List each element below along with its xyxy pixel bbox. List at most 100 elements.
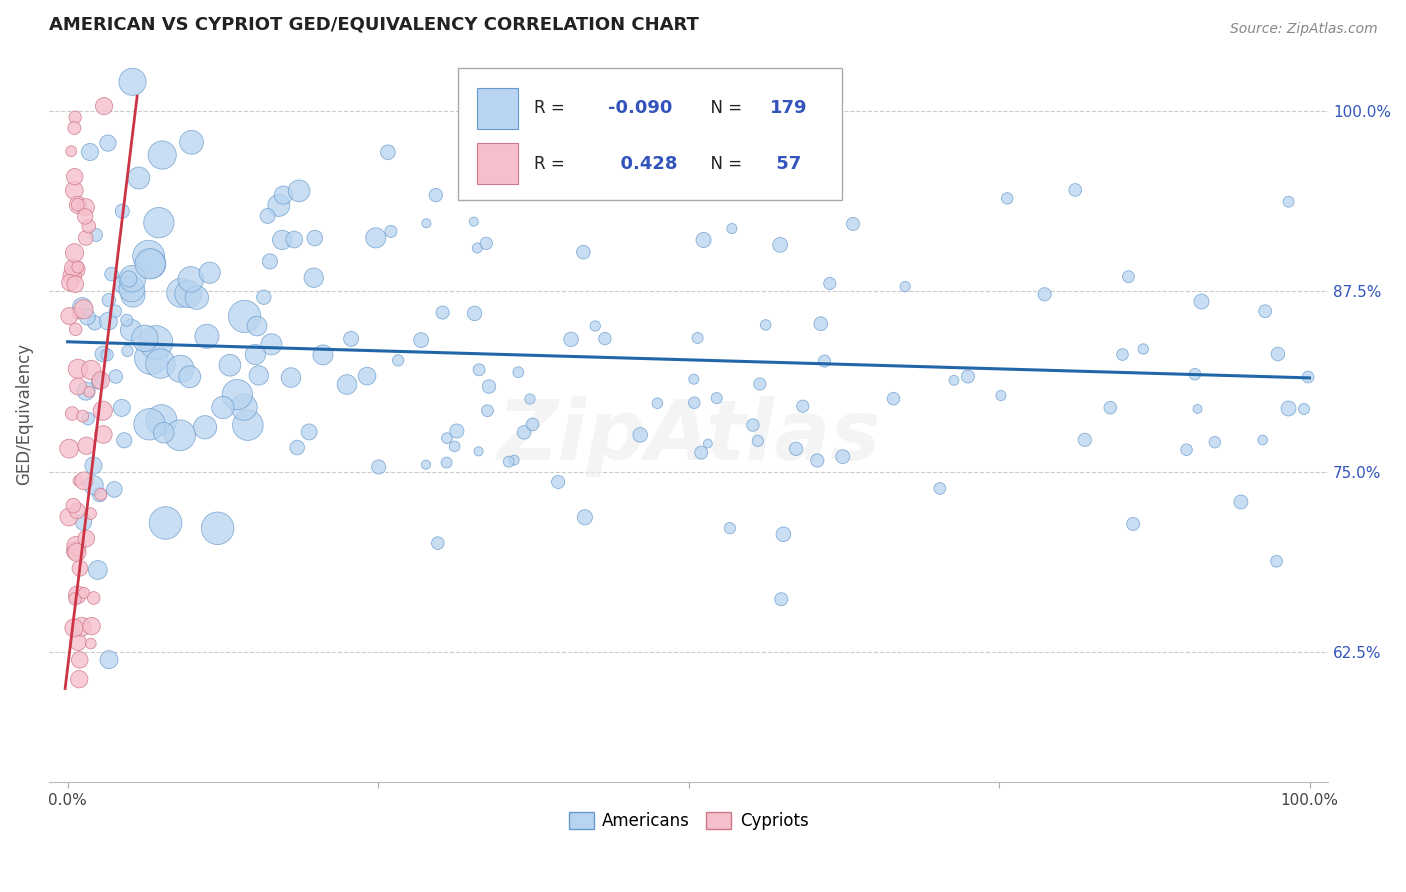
Point — [1187, 401, 1209, 416]
Point — [104, 369, 127, 384]
Point — [120, 323, 142, 337]
Point — [195, 329, 218, 343]
Point — [65, 544, 87, 558]
Point — [464, 306, 486, 320]
Point — [477, 403, 499, 417]
Point — [83, 591, 105, 605]
Point — [148, 216, 170, 230]
Point — [72, 409, 94, 424]
Point — [90, 487, 112, 501]
Point — [66, 260, 89, 274]
Point — [628, 428, 651, 442]
Point — [1191, 294, 1213, 309]
Point — [682, 372, 704, 386]
Point — [77, 219, 100, 233]
Point — [831, 450, 853, 464]
Point — [928, 482, 950, 496]
Point — [340, 332, 363, 346]
Point — [118, 272, 141, 286]
Point — [134, 331, 156, 345]
Point — [80, 363, 103, 377]
Point — [683, 395, 706, 409]
Point — [647, 396, 669, 410]
Point — [467, 241, 489, 255]
Point — [425, 188, 447, 202]
Point — [1118, 269, 1140, 284]
Point — [150, 413, 173, 427]
Point — [67, 474, 90, 488]
Point — [367, 460, 389, 475]
Point — [80, 636, 103, 650]
Point — [770, 592, 793, 607]
Point — [76, 310, 98, 324]
Point — [83, 478, 105, 492]
Point — [1230, 495, 1253, 509]
Point — [259, 254, 281, 268]
Point — [97, 136, 120, 150]
Point — [90, 373, 112, 387]
Point — [66, 198, 89, 212]
Point — [1111, 347, 1133, 361]
Point — [100, 267, 122, 281]
Point — [97, 314, 120, 328]
Point — [785, 442, 807, 456]
Point — [468, 363, 491, 377]
Point — [180, 272, 202, 286]
Point — [121, 282, 143, 296]
Point — [1277, 194, 1299, 209]
Point — [377, 145, 399, 160]
Y-axis label: GED/Equivalency: GED/Equivalency — [15, 343, 32, 485]
Point — [69, 653, 91, 667]
Point — [179, 369, 201, 384]
Point — [503, 453, 526, 467]
Text: 57: 57 — [770, 154, 801, 172]
Point — [387, 353, 409, 368]
Point — [111, 277, 134, 292]
Point — [475, 236, 498, 251]
Point — [1265, 554, 1288, 568]
Point — [253, 290, 276, 304]
Point — [522, 417, 544, 432]
Point — [463, 215, 485, 229]
Point — [818, 277, 841, 291]
Point — [70, 301, 93, 315]
Legend: Americans, Cypriots: Americans, Cypriots — [562, 805, 815, 837]
Point — [706, 391, 728, 405]
Point — [246, 318, 269, 333]
Point — [83, 316, 105, 330]
Point — [75, 384, 97, 398]
Point — [111, 401, 134, 415]
Point — [498, 455, 520, 469]
Point — [256, 209, 278, 223]
Point — [65, 322, 87, 336]
Point — [67, 672, 90, 686]
Point — [141, 351, 163, 365]
Point — [76, 439, 98, 453]
Point — [65, 277, 87, 292]
Point — [112, 434, 135, 448]
Point — [219, 358, 242, 372]
Point — [1122, 516, 1144, 531]
Point — [75, 532, 97, 546]
Point — [169, 361, 191, 376]
Point — [73, 586, 96, 600]
Point — [69, 561, 91, 575]
Point — [696, 436, 718, 450]
Point — [304, 231, 326, 245]
Point — [155, 516, 177, 530]
Point — [718, 521, 741, 535]
Point — [233, 310, 256, 324]
Point — [298, 425, 321, 439]
Point — [755, 318, 778, 332]
Point — [63, 110, 86, 124]
Point — [271, 233, 294, 247]
Point — [995, 191, 1018, 205]
Point — [741, 418, 763, 433]
Point — [80, 619, 103, 633]
Point — [285, 441, 308, 455]
Point — [121, 271, 143, 285]
Point — [236, 418, 259, 433]
Point — [58, 309, 80, 323]
Point — [446, 424, 468, 438]
Point — [1099, 401, 1122, 415]
